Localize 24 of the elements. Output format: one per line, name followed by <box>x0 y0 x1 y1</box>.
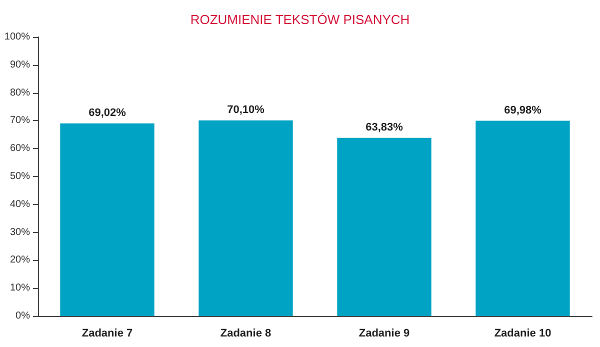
data-label: 69,02% <box>88 106 126 119</box>
y-tick-label: 60% <box>10 143 30 154</box>
bar <box>337 138 432 316</box>
y-tick-label: 0% <box>16 310 30 322</box>
x-tick-label: Zadanie 9 <box>358 328 410 340</box>
x-tick-label: Zadanie 10 <box>494 328 552 340</box>
data-label: 69,98% <box>504 104 542 116</box>
y-tick-label: 40% <box>10 198 30 210</box>
y-tick-label: 20% <box>10 254 30 266</box>
y-tick-label: 100% <box>4 32 30 42</box>
y-tick-label: 70% <box>10 115 30 126</box>
x-tick-label: Zadanie 7 <box>82 328 133 340</box>
y-tick-label: 80% <box>10 87 30 98</box>
y-tick-label: 30% <box>10 226 30 238</box>
y-tick-label: 10% <box>10 282 30 294</box>
bar <box>60 123 154 316</box>
y-tick-label: 90% <box>10 59 30 70</box>
data-label: 70,10% <box>227 104 265 116</box>
bar <box>198 120 293 316</box>
x-tick-label: Zadanie 8 <box>220 328 272 340</box>
chart-title: ROZUMIENIE TEKSTÓW PISANYCH <box>190 12 410 27</box>
bar <box>476 120 570 316</box>
y-tick-label: 50% <box>10 171 30 182</box>
data-label: 63,83% <box>366 121 404 134</box>
